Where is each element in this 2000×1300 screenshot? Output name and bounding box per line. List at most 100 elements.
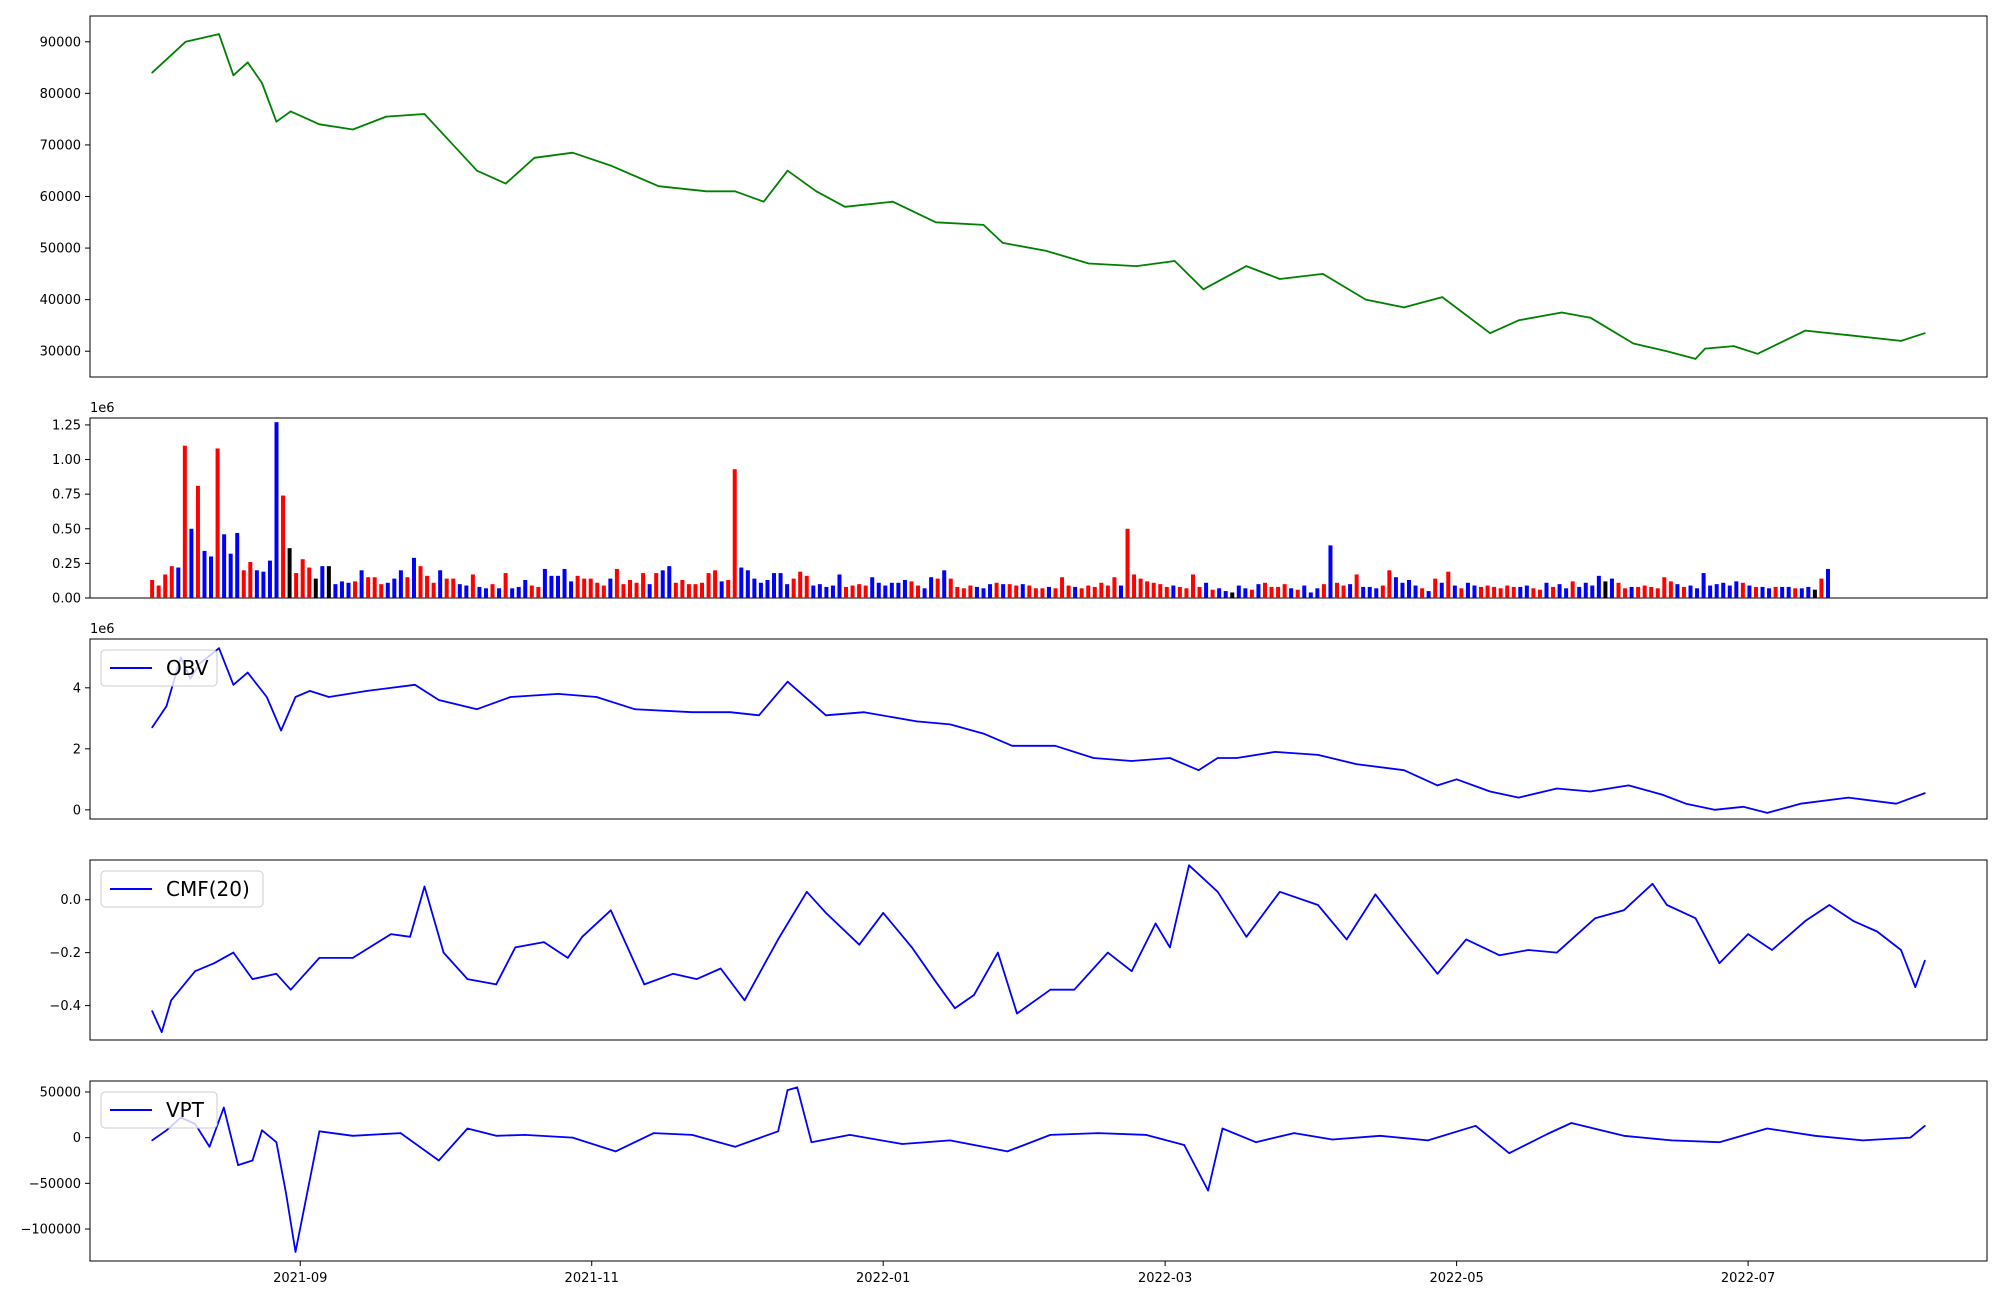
price-data-point [1279,278,1281,280]
cmf-data-point [390,933,392,935]
vpt-y-tick-label: 50000 [40,1085,81,1100]
volume-bar [1302,585,1307,598]
price-data-point [657,185,660,187]
obv-data-point [1436,784,1439,787]
vpt-data-point [1097,1132,1099,1134]
vpt-data-point [653,1132,655,1134]
cmf-data-point [1828,904,1831,906]
volume-bar [1531,588,1536,598]
price-data-point [232,74,235,77]
vpt-data-point [285,1191,287,1194]
volume-bar [1033,588,1038,598]
volume-bar [1151,582,1156,598]
volume-bar [1269,586,1274,598]
volume-bar [1367,586,1372,598]
volume-bar [241,570,246,598]
cmf-data-point [1666,904,1668,906]
volume-bar [281,495,286,598]
volume-y-tick-label: 1.25 [52,418,81,433]
volume-bar [1609,578,1614,598]
volume-bar [1040,588,1045,598]
cmf-data-point [1900,949,1902,951]
vpt-data-point [399,1132,402,1134]
price-data-point [447,139,450,141]
price-y-tick-label: 30000 [40,345,81,360]
vpt-data-point [1049,1134,1052,1136]
vpt-data-point [352,1135,354,1137]
vpt-data-point [251,1159,254,1162]
cmf-data-point [423,885,426,888]
volume-bar [765,580,770,598]
x-tick-label: 2022-03 [1138,1271,1192,1286]
volume-bar [1649,586,1654,598]
volume-bar [1118,585,1123,598]
volume-bar [418,566,423,598]
cmf-data-point [1345,938,1348,941]
cmf-data-point [610,909,612,912]
volume-bar [1747,585,1752,598]
cmf-data-point [743,999,746,1002]
volume-bar [359,570,364,598]
volume-bar [627,580,632,598]
volume-bar [1616,582,1621,598]
volume-bar [176,567,181,598]
volume-bar [1007,584,1012,598]
volume-bar [385,582,390,598]
cmf-data-point [1498,954,1501,957]
volume-bar [261,571,266,598]
volume-bar [1452,585,1457,598]
volume-bar [294,573,299,598]
volume-bar [1734,581,1739,598]
volume-bar [497,588,502,598]
vpt-data-point [208,1146,211,1148]
volume-bar [1629,586,1634,598]
price-data-point [1441,296,1444,298]
volume-bar [215,448,220,598]
price-y-tick-label: 40000 [40,293,81,308]
volume-bar [1289,588,1294,598]
cmf-data-point [935,981,937,983]
volume-bar [1780,586,1785,598]
volume-bar [195,485,200,598]
volume-bar [791,578,796,598]
obv-data-point [1197,769,1200,771]
vpt-data-point [1006,1150,1009,1153]
volume-bar [745,570,750,598]
volume-bar [961,588,966,598]
obv-data-point [1556,787,1558,790]
vpt-data-point [1570,1122,1573,1124]
volume-bar [1092,586,1097,598]
price-data-point [1403,306,1405,309]
cmf-legend: CMF(20) [100,870,264,908]
volume-bar [1177,586,1182,598]
obv-data-point [915,720,918,723]
cmf-panel: −0.4 −0.2 0.0 CMF(20) [49,859,1988,1041]
volume-bar [582,578,587,598]
vpt-y-tick-label: −50000 [29,1177,81,1192]
volume-bar [1164,586,1169,598]
volume-bar [313,578,318,598]
volume-bar [1596,575,1601,598]
cmf-data-point [1718,962,1721,964]
obv-data-point [414,684,416,686]
obv-legend-label: OBV [166,656,209,680]
volume-bar [398,570,403,598]
volume-bar [614,568,619,598]
vpt-data-point [1427,1139,1429,1142]
volume-bar [896,582,901,598]
volume-bar [1132,574,1137,598]
obv-series-line [151,647,1926,814]
cmf-data-point [170,999,172,1002]
cmf-data-point [232,951,235,954]
volume-bar [1655,588,1660,598]
volume-bar [1511,586,1516,598]
price-data-point [1924,332,1926,335]
volume-bar [1184,588,1189,598]
volume-bar [1020,584,1025,598]
volume-bar [470,574,475,598]
volume-bar [1315,588,1320,598]
obv-data-point [1517,796,1520,799]
volume-bar [1158,584,1163,598]
volume-bar [411,557,416,598]
price-data-point [1560,311,1563,314]
